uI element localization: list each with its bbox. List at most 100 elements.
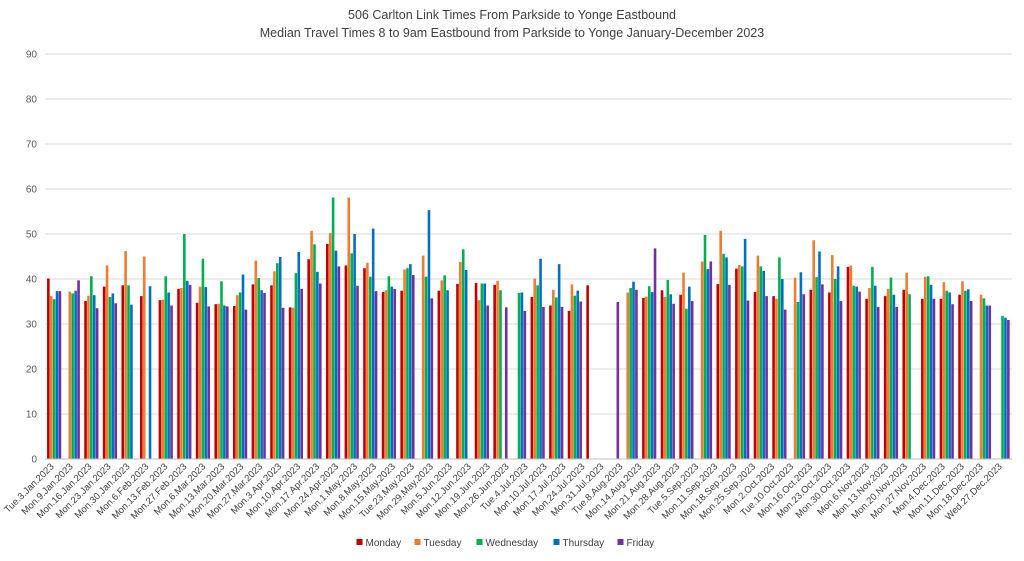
bar-wednesday <box>480 283 484 459</box>
bar-friday <box>821 284 824 459</box>
chart-subtitle: Median Travel Times 8 to 9am Eastbound f… <box>260 26 764 40</box>
y-tick-label: 30 <box>26 320 38 331</box>
bar-friday <box>170 305 173 459</box>
bar-tuesday <box>775 298 778 459</box>
y-tick-label: 40 <box>26 275 38 286</box>
bar-friday <box>709 261 713 459</box>
bar-monday <box>846 266 850 459</box>
legend-item-wednesday: Wednesday <box>476 538 538 549</box>
bar-wednesday <box>536 285 539 459</box>
bar-thursday <box>390 286 394 459</box>
bar-wednesday <box>796 301 800 459</box>
bar-monday <box>177 288 180 459</box>
bar-tuesday <box>68 291 72 459</box>
bar-thursday <box>948 292 951 459</box>
y-tick-label: 90 <box>26 50 38 61</box>
bar-thursday <box>818 251 821 459</box>
bar-wednesday <box>740 266 744 459</box>
bar-wednesday <box>703 234 707 459</box>
bar-thursday <box>929 284 933 459</box>
legend-label: Thursday <box>563 538 605 549</box>
bar-wednesday <box>90 276 93 459</box>
bar-thursday <box>799 272 803 459</box>
bar-monday <box>381 292 385 459</box>
bar-monday <box>195 302 199 459</box>
bar-thursday <box>855 286 858 459</box>
bar-thursday <box>985 305 989 459</box>
bar-monday <box>400 290 403 459</box>
legend-item-friday: Friday <box>617 538 654 549</box>
bar-tuesday <box>923 276 927 459</box>
bar-wednesday <box>108 297 112 459</box>
bar-friday <box>207 306 211 459</box>
bar-wednesday <box>926 276 930 459</box>
bar-friday <box>690 301 694 459</box>
bar-wednesday <box>982 298 986 459</box>
bar-tuesday <box>645 296 648 459</box>
bar-monday <box>121 285 125 459</box>
bar-friday <box>876 306 880 459</box>
bar-monday <box>865 298 868 459</box>
bar-thursday <box>464 270 468 459</box>
bar-friday <box>839 301 843 459</box>
bar-tuesday <box>663 297 667 459</box>
bar-monday <box>642 297 645 459</box>
y-tick-label: 70 <box>26 140 38 151</box>
bar-tuesday <box>347 197 351 460</box>
bar-thursday <box>650 292 654 459</box>
bar-monday <box>493 284 496 459</box>
bar-friday <box>226 306 229 459</box>
bar-wednesday <box>238 292 242 459</box>
bar-friday <box>411 274 415 459</box>
bar-thursday <box>836 266 840 459</box>
bar-tuesday <box>868 288 871 459</box>
bar-monday <box>772 296 775 459</box>
bar-friday <box>504 307 508 459</box>
bar-monday <box>735 268 738 459</box>
bar-wednesday <box>52 299 56 459</box>
bar-wednesday <box>964 290 967 459</box>
y-tick-label: 0 <box>31 455 37 466</box>
bar-wednesday <box>201 258 205 459</box>
bar-friday <box>635 289 638 459</box>
legend-item-thursday: Thursday <box>553 538 605 549</box>
bar-monday <box>233 306 236 459</box>
bar-tuesday <box>905 272 908 459</box>
bar-friday <box>542 306 545 459</box>
bar-friday <box>672 303 675 459</box>
bar-thursday <box>483 283 487 459</box>
bar-thursday <box>353 234 356 459</box>
legend-swatch <box>476 539 483 545</box>
bar-wednesday <box>443 275 446 459</box>
bar-thursday <box>241 274 245 459</box>
bar-wednesday <box>424 276 428 459</box>
bar-monday <box>270 285 273 459</box>
bar-friday <box>653 248 657 459</box>
bar-monday <box>567 310 571 459</box>
bar-monday <box>84 301 87 459</box>
bar-friday <box>616 301 620 459</box>
bar-tuesday <box>403 269 406 459</box>
bar-friday <box>281 307 285 459</box>
bar-thursday <box>167 292 170 459</box>
bars <box>47 197 1010 460</box>
bar-tuesday <box>682 272 685 459</box>
bar-thursday <box>185 280 189 459</box>
bar-thursday <box>725 257 728 459</box>
bar-thursday <box>966 289 970 459</box>
bar-wednesday <box>183 234 186 459</box>
bar-monday <box>437 290 441 459</box>
bar-thursday <box>316 271 319 459</box>
bar-tuesday <box>626 292 630 459</box>
bar-thursday <box>539 258 542 459</box>
bar-wednesday <box>350 253 353 459</box>
bar-friday <box>783 309 787 459</box>
bar-monday <box>921 298 924 459</box>
bar-monday <box>716 283 720 459</box>
bar-tuesday <box>440 280 444 459</box>
x-axis-ticks: Tue.3.Jan.2023Mon.9.Jan.2023Mon.16.Jan.2… <box>2 461 1004 522</box>
bar-wednesday <box>71 293 75 459</box>
legend-swatch <box>617 539 624 545</box>
bar-tuesday <box>235 295 239 459</box>
bar-tuesday <box>793 277 797 459</box>
